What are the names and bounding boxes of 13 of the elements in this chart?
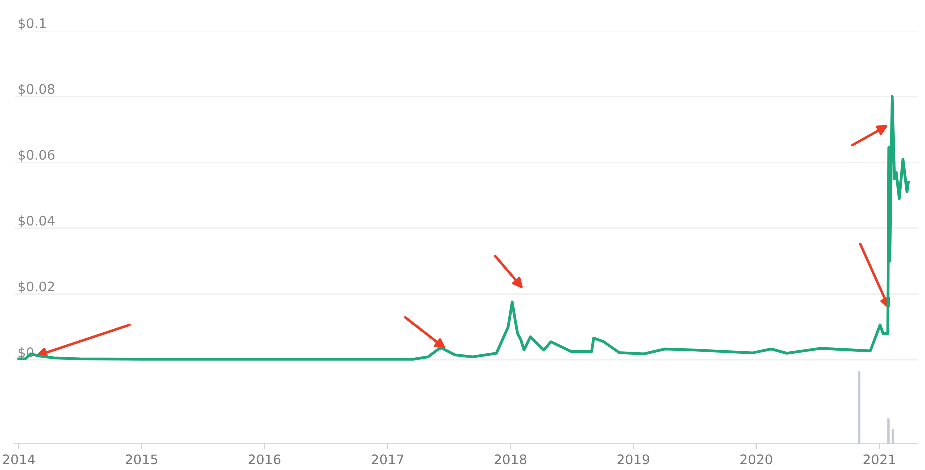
y-tick-label: $0.02 bbox=[18, 281, 54, 294]
x-tick-label: 2014 bbox=[3, 454, 36, 465]
x-tick-label: 2016 bbox=[248, 454, 281, 465]
x-tick-label: 2021 bbox=[864, 454, 896, 465]
x-tick-label: 2018 bbox=[494, 454, 527, 465]
x-tick-label: 2020 bbox=[740, 454, 772, 465]
y-tick-label: $0.06 bbox=[18, 150, 55, 162]
x-tick-label: 2017 bbox=[372, 454, 404, 465]
y-tick-label: $0.08 bbox=[18, 84, 55, 96]
y-tick-label: $0.04 bbox=[18, 216, 55, 228]
x-tick-label: 2019 bbox=[618, 454, 650, 465]
x-tick-label: 2015 bbox=[126, 454, 158, 465]
y-tick-label: $0.1 bbox=[18, 18, 46, 30]
